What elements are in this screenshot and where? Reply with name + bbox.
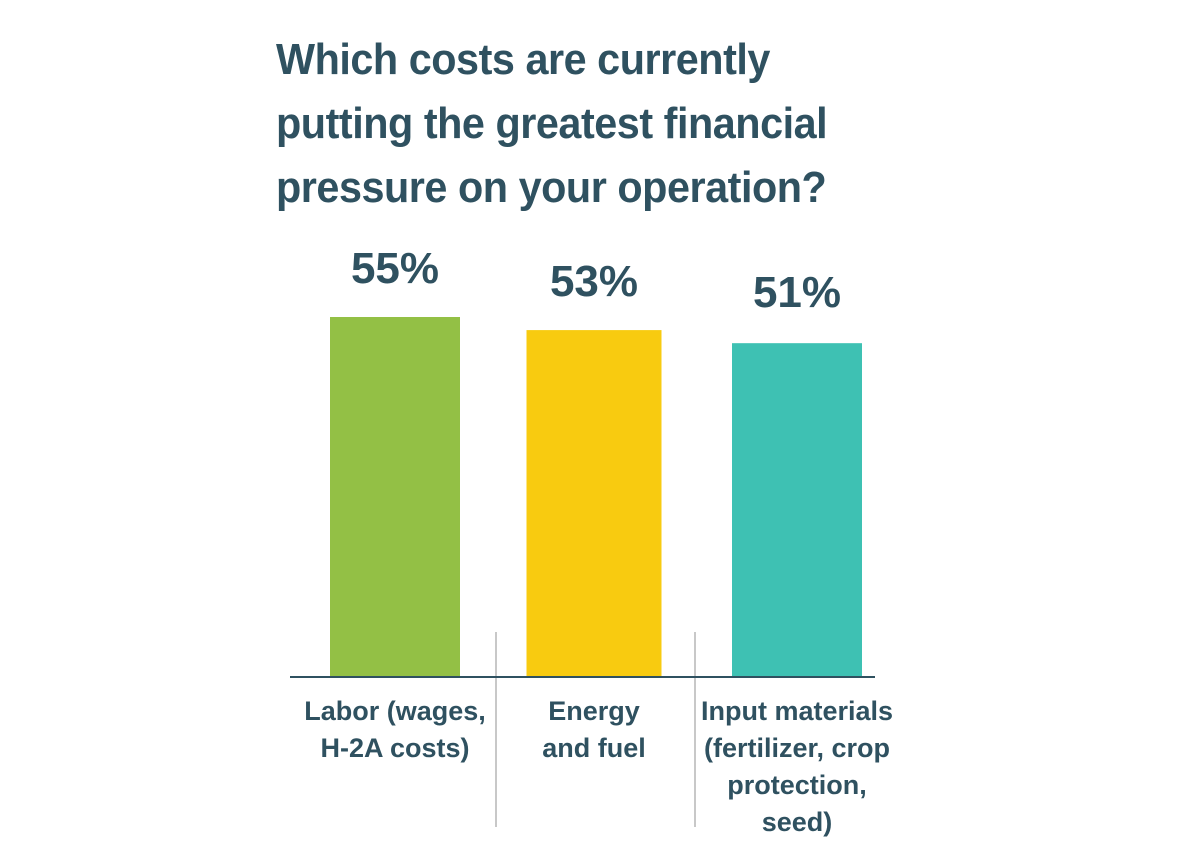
- data-label: 55%: [351, 244, 439, 293]
- category-label: Labor (wages,: [304, 696, 486, 726]
- chart-title: Which costs are currently putting the gr…: [276, 28, 878, 220]
- data-label: 53%: [550, 257, 638, 306]
- category-label: seed): [762, 807, 833, 837]
- category-label: Input materials: [701, 696, 893, 726]
- bar: [732, 343, 862, 677]
- bar: [526, 330, 662, 677]
- category-label: (fertilizer, crop: [704, 733, 890, 763]
- category-label: H-2A costs): [320, 733, 469, 763]
- bar: [330, 317, 460, 677]
- chart-title-line: putting the greatest financial: [276, 99, 828, 148]
- category-label: and fuel: [542, 733, 646, 763]
- data-label: 51%: [753, 268, 841, 317]
- category-label: Energy: [548, 696, 640, 726]
- chart-title-line: Which costs are currently: [276, 35, 770, 84]
- chart-title-line: pressure on your operation?: [276, 163, 827, 212]
- category-label: protection,: [727, 770, 867, 800]
